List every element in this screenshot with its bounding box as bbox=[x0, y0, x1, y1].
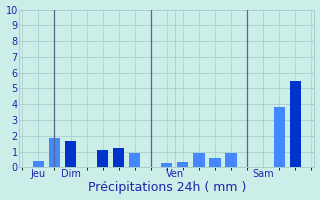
Bar bbox=[209, 158, 220, 167]
Bar bbox=[161, 163, 172, 167]
Bar bbox=[225, 153, 236, 167]
Bar bbox=[49, 138, 60, 167]
Bar bbox=[97, 150, 108, 167]
Bar bbox=[290, 81, 301, 167]
Bar bbox=[65, 141, 76, 167]
Bar bbox=[33, 161, 44, 167]
Bar bbox=[177, 162, 188, 167]
Bar bbox=[274, 107, 285, 167]
Bar bbox=[193, 153, 204, 167]
X-axis label: Précipitations 24h ( mm ): Précipitations 24h ( mm ) bbox=[88, 181, 246, 194]
Bar bbox=[129, 153, 140, 167]
Bar bbox=[113, 148, 124, 167]
